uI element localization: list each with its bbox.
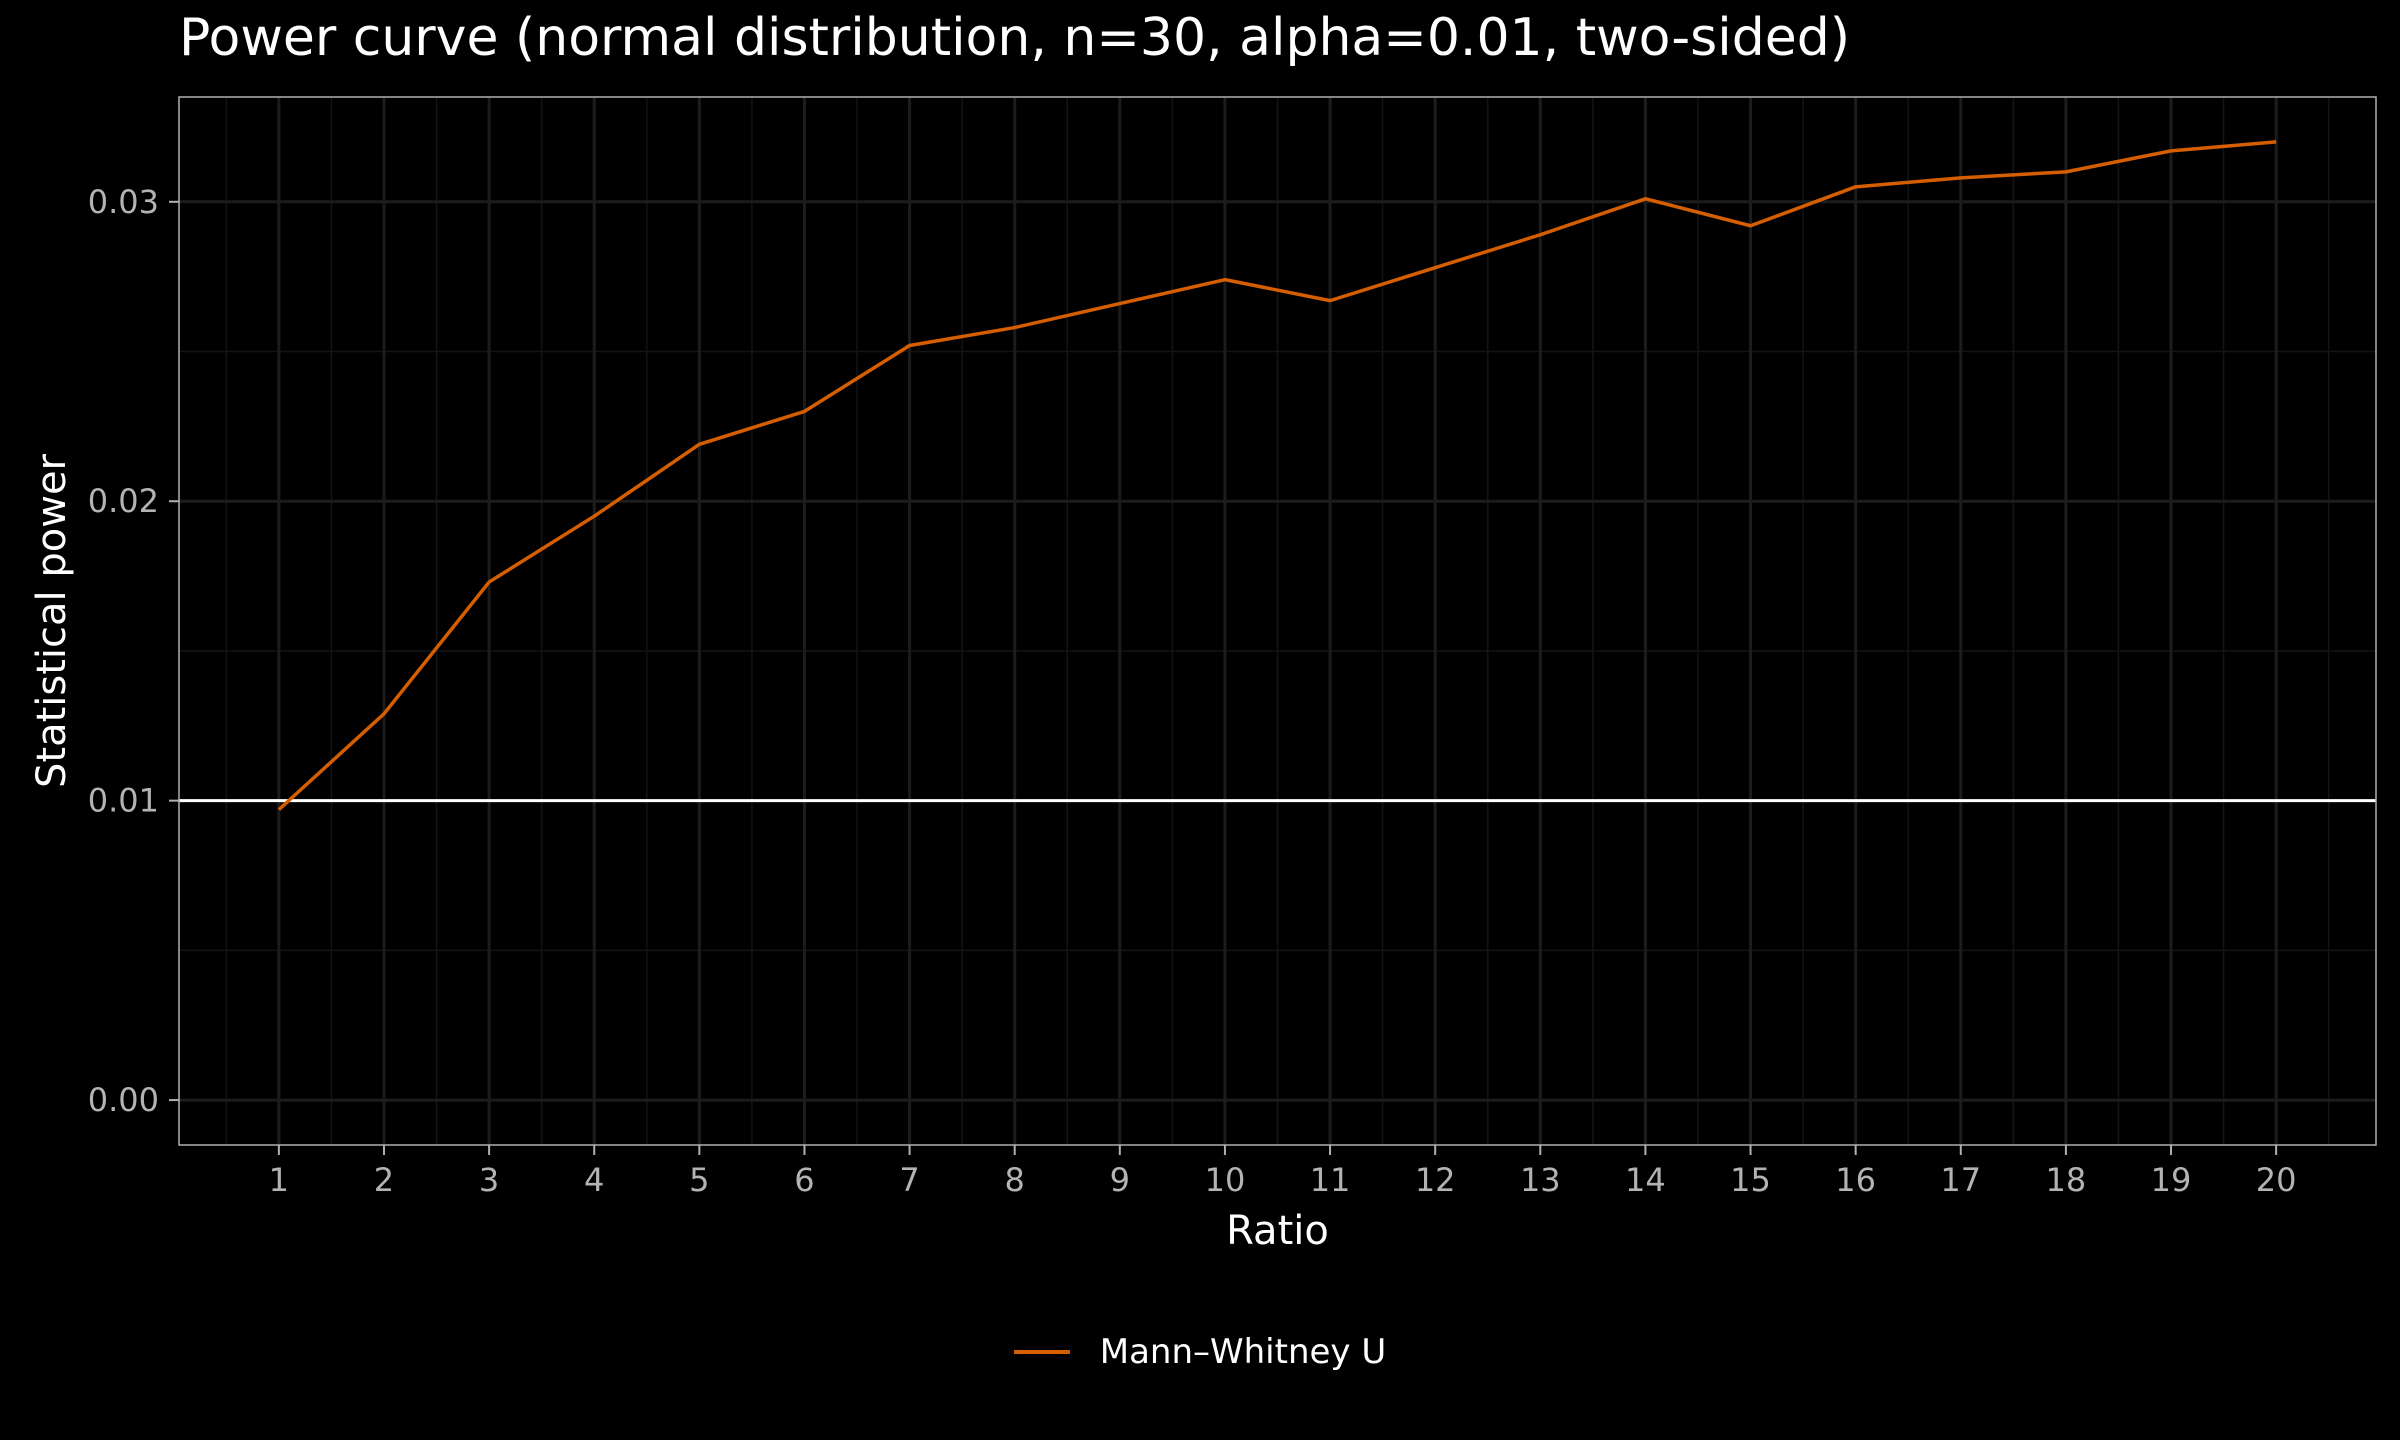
- x-tick-label: 11: [1310, 1161, 1351, 1199]
- x-tick-label: 6: [794, 1161, 814, 1199]
- x-tick-label: 1: [269, 1161, 289, 1199]
- x-tick-label: 7: [899, 1161, 919, 1199]
- x-tick-label: 4: [584, 1161, 604, 1199]
- y-tick-label: 0.03: [88, 183, 159, 221]
- x-tick-label: 12: [1415, 1161, 1456, 1199]
- x-tick-label: 14: [1625, 1161, 1666, 1199]
- y-axis-title: Statistical power: [29, 453, 75, 788]
- x-tick-label: 15: [1730, 1161, 1771, 1199]
- legend: Mann–Whitney U: [0, 1332, 2400, 1372]
- x-axis: 1 2 3 4 5 6 7 8 9 10 11 12 13 14 15 16 17 18 19 20: [269, 1145, 2297, 1199]
- legend-label: Mann–Whitney U: [1099, 1332, 1387, 1372]
- y-tick-label: 0.00: [88, 1081, 159, 1119]
- x-tick-label: 9: [1110, 1161, 1130, 1199]
- y-axis: 0.00 0.01 0.02 0.03: [88, 183, 179, 1119]
- legend-swatch: [1013, 1350, 1070, 1354]
- x-tick-label: 16: [1835, 1161, 1876, 1199]
- x-tick-label: 2: [374, 1161, 394, 1199]
- series-layer: [277, 140, 2277, 811]
- y-tick-label: 0.02: [88, 482, 159, 520]
- x-tick-label: 8: [1005, 1161, 1025, 1199]
- x-tick-label: 19: [2151, 1161, 2192, 1199]
- x-tick-label: 18: [2046, 1161, 2087, 1199]
- y-tick-label: 0.01: [88, 782, 159, 820]
- x-tick-label: 13: [1520, 1161, 1561, 1199]
- x-tick-label: 5: [689, 1161, 709, 1199]
- series-line: [277, 140, 2277, 811]
- major-gridlines: [179, 97, 2376, 1145]
- x-tick-label: 3: [479, 1161, 499, 1199]
- x-tick-label: 10: [1205, 1161, 1246, 1199]
- chart-title: Power curve (normal distribution, n=30, …: [179, 8, 1850, 68]
- panel-border: [178, 96, 2377, 1146]
- x-tick-label: 17: [1940, 1161, 1981, 1199]
- legend-item: Mann–Whitney U: [1013, 1332, 1387, 1372]
- x-tick-label: 20: [2256, 1161, 2297, 1199]
- minor-gridlines: [179, 97, 2376, 1145]
- x-axis-title: Ratio: [1226, 1208, 1329, 1254]
